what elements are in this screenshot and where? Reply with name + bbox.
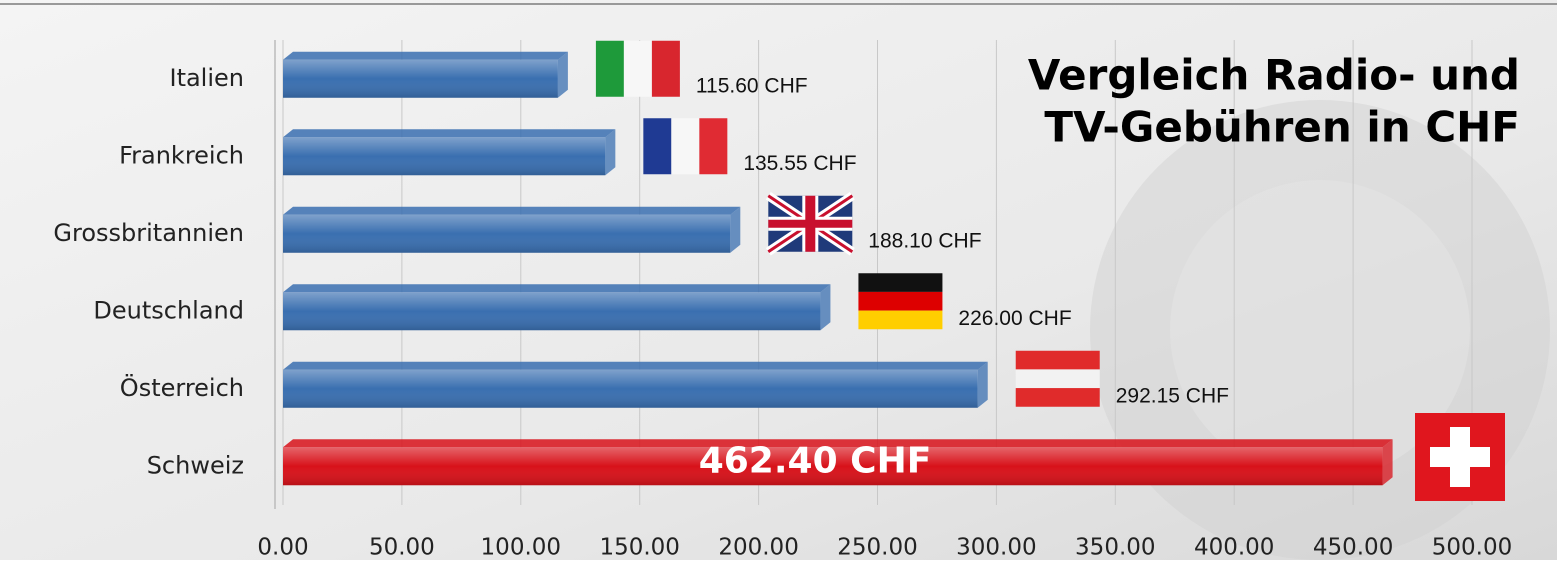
bar-side bbox=[558, 52, 568, 98]
bar-shade bbox=[283, 137, 605, 175]
value-label: 292.15 CHF bbox=[1116, 384, 1229, 407]
flag bbox=[596, 41, 680, 97]
flag bbox=[643, 118, 727, 174]
x-tick-label: 150.00 bbox=[599, 535, 679, 561]
bar-top bbox=[283, 129, 615, 137]
y-tick-label: Grossbritannien bbox=[53, 219, 244, 247]
y-tick-label: Frankreich bbox=[119, 141, 244, 169]
flag-part bbox=[624, 41, 652, 97]
bar-shade bbox=[283, 292, 820, 330]
bar-side bbox=[605, 129, 615, 175]
bar-side bbox=[978, 362, 988, 408]
x-tick-label: 250.00 bbox=[837, 535, 917, 561]
flag-part bbox=[699, 118, 727, 174]
flag-part bbox=[1016, 388, 1100, 407]
x-tick-label: 450.00 bbox=[1313, 535, 1393, 561]
bar-side bbox=[1383, 439, 1393, 485]
bar-shade bbox=[283, 370, 978, 408]
x-tick-label: 400.00 bbox=[1194, 535, 1274, 561]
flag bbox=[1016, 351, 1100, 407]
flag-part bbox=[1016, 369, 1100, 388]
x-tick-label: 50.00 bbox=[369, 535, 435, 561]
value-label: 226.00 CHF bbox=[958, 307, 1071, 330]
flag-part bbox=[858, 273, 942, 292]
page: {"chart_data": {"type": "bar", "orientat… bbox=[0, 0, 1557, 560]
bar-top bbox=[283, 52, 568, 60]
flag-part bbox=[596, 41, 624, 97]
chart-title: Vergleich Radio- und bbox=[1028, 51, 1520, 100]
x-tick-label: 500.00 bbox=[1432, 535, 1512, 561]
flag-part bbox=[1430, 447, 1490, 467]
x-tick-label: 200.00 bbox=[718, 535, 798, 561]
flag-part bbox=[858, 311, 942, 330]
bar-shade bbox=[283, 215, 730, 253]
flag-part bbox=[858, 292, 942, 311]
bar-top bbox=[283, 362, 988, 370]
value-label: 462.40 CHF bbox=[699, 440, 932, 481]
x-tick-label: 0.00 bbox=[257, 535, 308, 561]
x-tick-label: 350.00 bbox=[1075, 535, 1155, 561]
value-label: 115.60 CHF bbox=[696, 74, 808, 97]
chart-title: TV-Gebühren in CHF bbox=[1044, 103, 1520, 152]
y-tick-label: Italien bbox=[169, 64, 244, 92]
flag-part bbox=[643, 118, 671, 174]
y-tick-label: Deutschland bbox=[93, 296, 244, 324]
bar-top bbox=[283, 207, 740, 215]
value-label: 135.55 CHF bbox=[743, 152, 856, 175]
bar-shade bbox=[283, 60, 558, 98]
bar-top bbox=[283, 284, 830, 292]
flag-part bbox=[768, 220, 852, 228]
flag-part bbox=[1016, 351, 1100, 370]
flag-part bbox=[671, 118, 699, 174]
y-tick-label: Schweiz bbox=[147, 451, 244, 479]
x-tick-label: 300.00 bbox=[956, 535, 1036, 561]
x-tick-label: 100.00 bbox=[481, 535, 561, 561]
y-tick-label: Österreich bbox=[120, 373, 244, 402]
value-label: 188.10 CHF bbox=[868, 229, 981, 252]
chart: 0.00 50.00 100.00 150.00 200.00 250.00 300.00 3… bbox=[0, 0, 1557, 560]
bar-side bbox=[820, 284, 830, 330]
flag bbox=[1415, 413, 1505, 501]
bar-side bbox=[730, 207, 740, 253]
flag bbox=[768, 196, 852, 252]
flag bbox=[858, 273, 942, 329]
flag-part bbox=[652, 41, 680, 97]
